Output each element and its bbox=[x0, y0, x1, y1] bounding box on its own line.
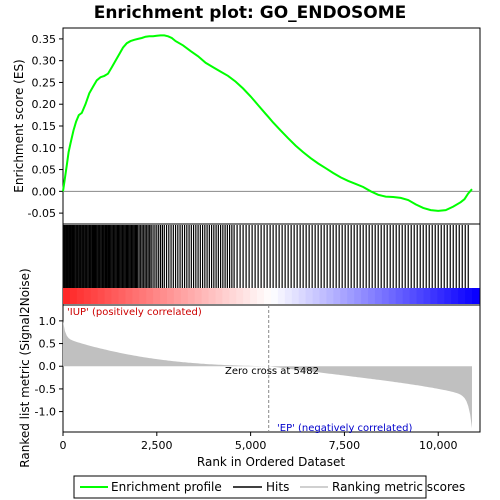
heatmap-cell bbox=[76, 288, 85, 304]
x-tick-label: 10,000 bbox=[419, 439, 458, 452]
heatmap-cell bbox=[153, 288, 161, 304]
heatmap-cell bbox=[361, 288, 369, 304]
heatmap-cell bbox=[257, 288, 265, 304]
es-tick-label: 0.15 bbox=[32, 120, 57, 133]
x-tick-label: 5,000 bbox=[235, 439, 267, 452]
metric-tick-label: -1.0 bbox=[35, 406, 56, 419]
heatmap-cell bbox=[146, 288, 154, 304]
metric-ylabel: Ranked list metric (Signal2Noise) bbox=[18, 268, 32, 467]
heatmap-cell bbox=[284, 288, 293, 304]
heatmap-cell bbox=[167, 288, 175, 304]
heatmap-cell bbox=[465, 288, 473, 304]
x-axis-label: Rank in Ordered Dataset bbox=[197, 455, 345, 469]
heatmap-cell bbox=[305, 288, 314, 304]
es-tick-label: 0.00 bbox=[32, 185, 57, 198]
heatmap-cell bbox=[236, 288, 244, 304]
heatmap-cell bbox=[63, 288, 71, 304]
zero-cross-annotation: Zero cross at 5482 bbox=[225, 366, 319, 377]
es-tick-label: 0.30 bbox=[32, 55, 57, 68]
heatmap-cell bbox=[319, 288, 328, 304]
heatmap-cell bbox=[437, 288, 445, 304]
hits-marks bbox=[62, 225, 469, 288]
enrichment-profile-line bbox=[62, 34, 473, 212]
heatmap-cell bbox=[187, 288, 196, 304]
metric-tick-label: 0.5 bbox=[39, 338, 57, 351]
heatmap-cell bbox=[271, 288, 279, 304]
heatmap-cell bbox=[368, 288, 376, 304]
heatmap-cell bbox=[201, 288, 210, 304]
heatmap-cell bbox=[173, 288, 182, 304]
es-tick-label: 0.25 bbox=[32, 76, 57, 89]
heatmap-cell bbox=[277, 288, 286, 304]
heatmap-cell bbox=[451, 288, 459, 304]
heatmap-cell bbox=[160, 288, 168, 304]
heatmap-cell bbox=[243, 288, 251, 304]
x-tick-label: 7,500 bbox=[329, 439, 361, 452]
heatmap-cell bbox=[83, 288, 92, 304]
heatmap-cell bbox=[326, 288, 334, 304]
x-axis: 0 2,500 5,000 7,500 10,000 bbox=[60, 432, 458, 452]
es-tick-label: 0.20 bbox=[32, 98, 57, 111]
heatmap-cell bbox=[416, 288, 425, 304]
x-tick-label: 0 bbox=[60, 439, 67, 452]
es-panel-frame bbox=[62, 27, 481, 225]
legend-profile-label: Enrichment profile bbox=[111, 480, 222, 494]
heatmap-cell bbox=[388, 288, 397, 304]
heatmap-cell bbox=[118, 288, 127, 304]
heatmap-cell bbox=[340, 288, 348, 304]
heatmap-cell bbox=[222, 288, 230, 304]
heatmap-cell bbox=[312, 288, 321, 304]
heatmap-cell bbox=[97, 288, 106, 304]
heatmap-cell bbox=[264, 288, 272, 304]
negative-annotation: 'EP' (negatively correlated) bbox=[277, 423, 412, 434]
heatmap-cell bbox=[430, 288, 438, 304]
heatmap-cell bbox=[298, 288, 307, 304]
chart-title: Enrichment plot: GO_ENDOSOME bbox=[94, 3, 407, 23]
heatmap-cell bbox=[423, 288, 432, 304]
heatmap-cell bbox=[333, 288, 341, 304]
es-axis: -0.05 0.00 0.05 0.10 0.15 0.20 0.25 0.30 0.35 bbox=[28, 33, 63, 220]
heatmap-cell bbox=[402, 288, 411, 304]
heatmap-cell bbox=[132, 288, 140, 304]
heatmap-cell bbox=[215, 288, 224, 304]
metric-tick-label: 1.0 bbox=[39, 315, 57, 328]
ranking-metric-area bbox=[63, 320, 472, 429]
heatmap-cell bbox=[472, 288, 480, 304]
heatmap-cell bbox=[381, 288, 390, 304]
es-tick-label: 0.10 bbox=[32, 142, 57, 155]
heatmap-cell bbox=[250, 288, 258, 304]
heatmap-cell bbox=[180, 288, 189, 304]
metric-tick-label: -0.5 bbox=[35, 383, 56, 396]
rank-heatmap-bar bbox=[63, 288, 480, 304]
heatmap-cell bbox=[111, 288, 120, 304]
heatmap-cell bbox=[395, 288, 404, 304]
heatmap-cell bbox=[194, 288, 203, 304]
heatmap-cell bbox=[444, 288, 452, 304]
heatmap-cell bbox=[125, 288, 133, 304]
es-tick-label: 0.05 bbox=[32, 164, 57, 177]
legend-metric-label: Ranking metric scores bbox=[332, 480, 465, 494]
heatmap-cell bbox=[90, 288, 99, 304]
heatmap-cell bbox=[229, 288, 237, 304]
positive-annotation: 'IUP' (positively correlated) bbox=[67, 307, 202, 318]
x-tick-label: 2,500 bbox=[141, 439, 173, 452]
heatmap-cell bbox=[139, 288, 147, 304]
heatmap-cell bbox=[208, 288, 217, 304]
heatmap-cell bbox=[374, 288, 383, 304]
metric-axis: -1.0 -0.5 0.0 0.5 1.0 bbox=[35, 315, 63, 419]
heatmap-cell bbox=[409, 288, 418, 304]
es-tick-label: 0.35 bbox=[32, 33, 57, 46]
metric-tick-label: 0.0 bbox=[39, 360, 57, 373]
es-ylabel: Enrichment score (ES) bbox=[12, 59, 26, 192]
heatmap-cell bbox=[104, 288, 113, 304]
es-tick-label: -0.05 bbox=[28, 207, 56, 220]
heatmap-cell bbox=[291, 288, 300, 304]
heatmap-cell bbox=[347, 288, 355, 304]
heatmap-cell bbox=[458, 288, 466, 304]
heatmap-cell bbox=[69, 288, 78, 304]
legend-hits-label: Hits bbox=[266, 480, 289, 494]
heatmap-cell bbox=[354, 288, 362, 304]
